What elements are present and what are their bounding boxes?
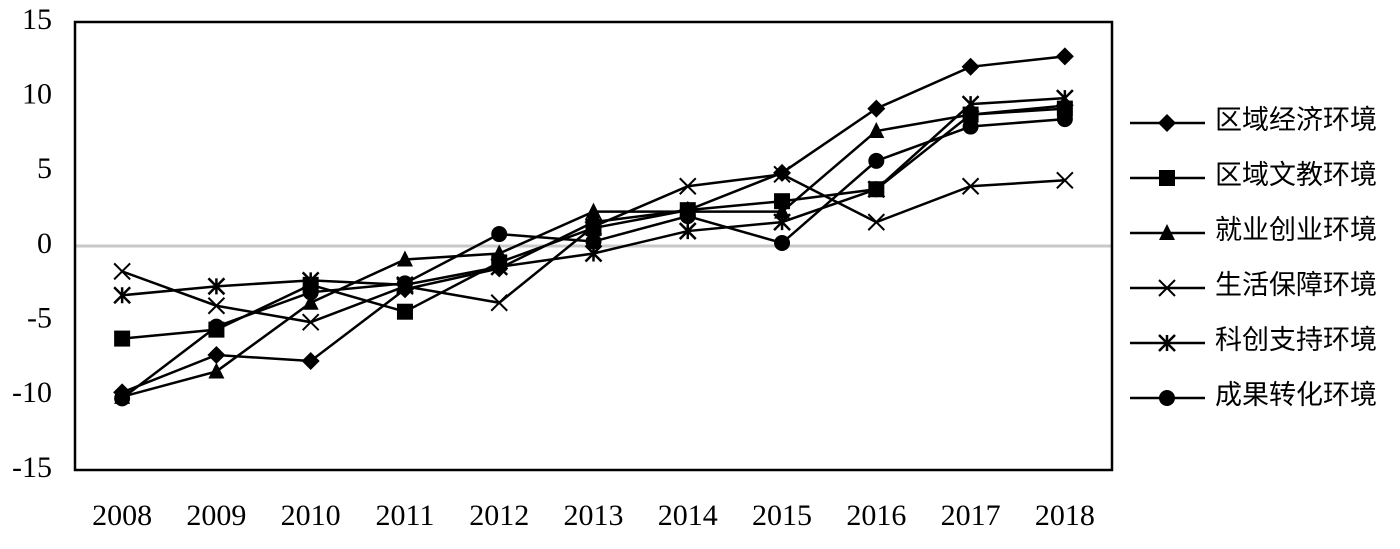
- y-tick-label: 5: [37, 152, 52, 185]
- marker: [302, 293, 319, 310]
- marker: [302, 284, 319, 301]
- legend-item: 成果转化环境: [1130, 380, 1377, 410]
- legend-label: 生活保障环境: [1215, 270, 1377, 300]
- y-tick-label: -5: [27, 302, 52, 335]
- x-tick-label: 2012: [469, 499, 529, 532]
- x-tick-label: 2009: [186, 499, 246, 532]
- x-tick-label: 2013: [564, 499, 624, 532]
- x-tick-label: 2015: [752, 499, 812, 532]
- y-tick-label: -15: [12, 451, 52, 484]
- marker: [113, 262, 131, 281]
- marker: [1055, 47, 1074, 66]
- marker: [1055, 89, 1074, 108]
- marker: [1056, 111, 1073, 128]
- marker: [301, 351, 320, 370]
- marker: [114, 330, 131, 347]
- marker: [490, 294, 508, 312]
- marker: [868, 152, 885, 169]
- marker: [396, 275, 413, 292]
- marker: [584, 217, 603, 236]
- x-tick-label: 2010: [281, 499, 341, 532]
- marker: [1158, 279, 1176, 297]
- legend-item: 区域经济环境: [1130, 105, 1377, 135]
- marker: [961, 57, 980, 76]
- marker: [1158, 114, 1176, 132]
- marker: [1056, 171, 1074, 190]
- marker: [113, 286, 132, 305]
- marker: [774, 235, 791, 252]
- marker: [679, 208, 696, 225]
- marker: [207, 297, 226, 315]
- marker: [867, 213, 886, 231]
- marker: [962, 118, 979, 135]
- marker: [679, 177, 697, 195]
- marker: [207, 277, 226, 296]
- legend-label: 科创支持环境: [1215, 325, 1377, 355]
- marker: [396, 250, 413, 267]
- marker: [867, 180, 886, 199]
- marker: [114, 390, 131, 407]
- marker: [585, 202, 602, 219]
- marker: [1159, 170, 1175, 186]
- legend-label: 就业创业环境: [1215, 215, 1377, 245]
- y-tick-label: -10: [12, 376, 52, 409]
- marker: [961, 95, 980, 114]
- marker: [773, 213, 791, 231]
- marker: [208, 318, 225, 335]
- marker: [490, 258, 509, 276]
- marker: [773, 165, 791, 184]
- marker: [301, 313, 320, 331]
- marker: [678, 222, 697, 240]
- y-tick-label: 15: [22, 3, 52, 36]
- x-tick-label: 2014: [658, 499, 718, 532]
- x-tick-label: 2008: [92, 499, 152, 532]
- legend-item: 科创支持环境: [1130, 325, 1377, 355]
- legend-label: 成果转化环境: [1215, 380, 1377, 410]
- marker: [396, 303, 413, 320]
- marker: [1159, 390, 1175, 406]
- marker: [1159, 224, 1175, 240]
- marker: [585, 233, 602, 250]
- marker: [867, 99, 886, 118]
- marker: [962, 105, 979, 122]
- marker: [491, 226, 508, 243]
- marker: [1158, 334, 1176, 352]
- marker: [774, 202, 791, 219]
- x-tick-label: 2016: [846, 499, 906, 532]
- y-tick-label: 0: [37, 227, 52, 260]
- legend-item: 生活保障环境: [1130, 270, 1377, 300]
- marker: [207, 346, 226, 365]
- legend-label: 区域文教环境: [1215, 160, 1377, 190]
- marker: [961, 177, 980, 195]
- marker: [774, 193, 791, 210]
- legend-item: 就业创业环境: [1130, 215, 1377, 245]
- legend-item: 区域文教环境: [1130, 160, 1377, 190]
- marker: [491, 244, 508, 261]
- plot-border: [73, 20, 1114, 472]
- marker: [868, 122, 885, 139]
- x-tick-label: 2018: [1035, 499, 1095, 532]
- marker: [208, 362, 225, 379]
- legend-label: 区域经济环境: [1215, 105, 1377, 135]
- x-tick-label: 2011: [376, 499, 435, 532]
- x-tick-label: 2017: [941, 499, 1001, 532]
- y-tick-label: 10: [22, 78, 52, 111]
